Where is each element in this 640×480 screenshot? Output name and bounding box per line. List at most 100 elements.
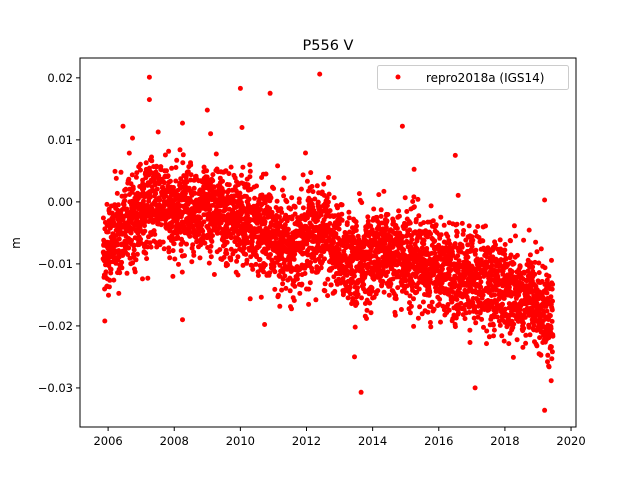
data-point bbox=[268, 252, 273, 257]
data-point bbox=[500, 301, 505, 307]
data-point bbox=[304, 241, 310, 247]
legend-marker bbox=[395, 74, 401, 80]
data-point bbox=[428, 231, 434, 237]
data-point bbox=[520, 320, 526, 326]
data-point bbox=[548, 326, 554, 331]
data-point bbox=[404, 238, 410, 244]
data-point bbox=[428, 324, 434, 330]
y-tick-label: −0.03 bbox=[38, 381, 73, 395]
data-point bbox=[420, 299, 426, 305]
data-point bbox=[313, 297, 319, 303]
data-point bbox=[408, 303, 414, 309]
data-point bbox=[234, 258, 240, 264]
data-point bbox=[228, 235, 234, 241]
data-point bbox=[143, 250, 149, 256]
data-point bbox=[411, 166, 417, 172]
data-point bbox=[445, 233, 451, 239]
data-point bbox=[197, 255, 203, 261]
data-point bbox=[344, 267, 350, 273]
data-point bbox=[368, 310, 374, 316]
data-point bbox=[296, 200, 302, 205]
data-point bbox=[191, 252, 197, 258]
data-point bbox=[437, 296, 443, 302]
data-point bbox=[308, 170, 314, 176]
data-point bbox=[121, 202, 127, 208]
data-point bbox=[210, 178, 216, 184]
data-point bbox=[299, 281, 305, 287]
data-point bbox=[258, 206, 263, 212]
data-point bbox=[164, 168, 169, 174]
data-point bbox=[306, 286, 312, 292]
data-point bbox=[273, 236, 279, 241]
data-point bbox=[275, 163, 281, 169]
data-point bbox=[549, 356, 555, 362]
data-point bbox=[235, 254, 241, 260]
data-point bbox=[115, 202, 121, 208]
data-point bbox=[116, 290, 122, 296]
data-point bbox=[502, 247, 508, 253]
data-point bbox=[200, 228, 206, 234]
data-point bbox=[374, 214, 380, 220]
data-point bbox=[295, 272, 301, 278]
data-point bbox=[411, 323, 417, 329]
data-point bbox=[262, 322, 268, 327]
data-point bbox=[208, 254, 214, 260]
data-point bbox=[322, 281, 328, 287]
data-point bbox=[304, 178, 310, 184]
data-point bbox=[501, 338, 507, 344]
data-point bbox=[526, 324, 532, 330]
data-point bbox=[546, 364, 552, 370]
data-point bbox=[401, 247, 407, 253]
data-point bbox=[549, 307, 555, 313]
data-point bbox=[369, 288, 375, 294]
data-point bbox=[292, 204, 298, 210]
data-point bbox=[297, 290, 303, 296]
data-point bbox=[371, 206, 377, 212]
data-point bbox=[180, 152, 186, 158]
y-tick-label: 0.01 bbox=[47, 133, 73, 147]
data-point bbox=[456, 258, 462, 264]
data-point bbox=[427, 289, 433, 295]
data-point bbox=[177, 180, 183, 186]
data-point bbox=[180, 160, 186, 166]
data-point bbox=[122, 193, 128, 199]
data-point bbox=[407, 300, 412, 306]
data-point bbox=[460, 231, 466, 237]
data-point bbox=[327, 221, 333, 226]
data-point bbox=[126, 176, 132, 182]
data-point bbox=[352, 324, 358, 330]
data-point bbox=[326, 175, 331, 180]
data-point bbox=[345, 295, 351, 301]
data-point bbox=[126, 245, 132, 251]
data-point bbox=[522, 314, 528, 320]
data-point bbox=[124, 270, 130, 276]
data-point bbox=[119, 259, 125, 265]
data-point bbox=[232, 248, 238, 254]
data-point bbox=[450, 252, 456, 258]
data-point bbox=[340, 276, 346, 281]
data-point bbox=[396, 208, 402, 214]
data-point bbox=[325, 199, 331, 205]
data-point bbox=[169, 165, 175, 171]
data-point bbox=[138, 236, 144, 242]
data-point bbox=[226, 171, 232, 177]
data-point bbox=[466, 278, 471, 284]
data-point bbox=[521, 325, 527, 331]
data-point bbox=[217, 247, 223, 253]
data-point bbox=[336, 276, 342, 282]
data-point bbox=[245, 182, 251, 188]
data-point bbox=[390, 276, 396, 282]
data-point bbox=[327, 208, 333, 214]
data-point bbox=[336, 247, 342, 252]
data-point bbox=[466, 260, 472, 266]
data-point bbox=[213, 151, 219, 157]
data-point bbox=[275, 292, 281, 298]
data-point bbox=[277, 214, 282, 220]
data-point bbox=[178, 176, 184, 182]
data-point bbox=[355, 292, 361, 297]
data-point bbox=[459, 244, 465, 250]
data-point bbox=[446, 272, 452, 278]
data-point bbox=[385, 269, 391, 275]
data-point bbox=[361, 282, 367, 288]
data-point bbox=[536, 270, 542, 276]
